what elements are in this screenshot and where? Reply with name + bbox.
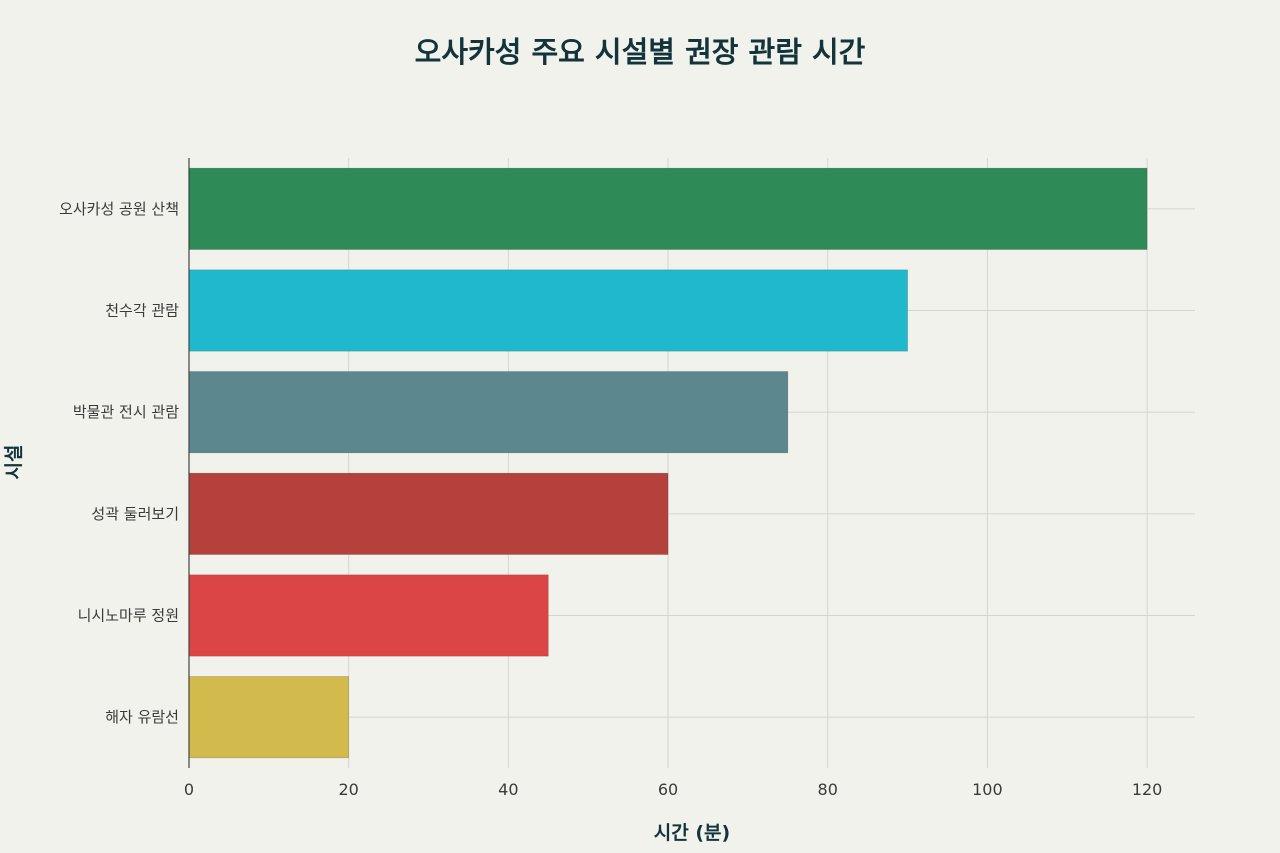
category-label: 오사카성 공원 산책 <box>59 200 179 218</box>
bar <box>188 574 549 657</box>
x-tick-labels: 0 20 40 60 80 100 120 <box>184 780 1162 799</box>
y-axis-title: 시설 <box>3 445 25 480</box>
x-tick-label: 0 <box>184 780 194 799</box>
x-tick-label: 120 <box>1132 780 1163 799</box>
bar <box>188 167 1148 250</box>
x-tick-label: 40 <box>498 780 518 799</box>
category-label: 박물관 전시 관람 <box>73 403 179 421</box>
bar <box>188 269 908 352</box>
x-tick-label: 60 <box>658 780 678 799</box>
category-label: 해자 유람선 <box>105 708 179 726</box>
x-tick-label: 100 <box>972 780 1003 799</box>
category-label: 성곽 둘러보기 <box>91 505 179 523</box>
bar <box>188 371 789 454</box>
x-tick-label: 20 <box>339 780 359 799</box>
bar <box>188 676 349 759</box>
category-label: 니시노마루 정원 <box>78 607 179 625</box>
category-label: 천수각 관람 <box>105 302 179 320</box>
bar <box>188 472 669 555</box>
x-tick-label: 80 <box>818 780 838 799</box>
chart-title: 오사카성 주요 시설별 권장 관람 시간 <box>415 35 866 69</box>
x-axis-title: 시간 (분) <box>654 822 730 844</box>
bars <box>188 167 1148 759</box>
